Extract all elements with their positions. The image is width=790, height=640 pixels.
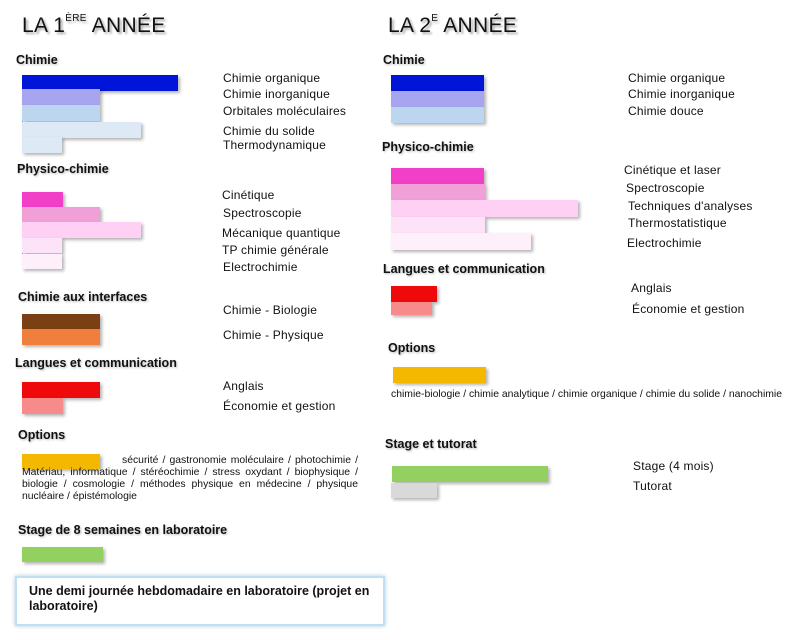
y1-chimie-title: Chimie [16, 53, 58, 67]
y1-physico-item: TP chimie générale [222, 243, 329, 257]
y1-lab-note: Une demi journée hebdomadaire en laborat… [15, 576, 385, 626]
y1-langues-title: Langues et communication [15, 356, 177, 370]
y1-chimie-item: Orbitales moléculaires [223, 104, 347, 118]
year2-title: LA 2E ANNÉE [388, 13, 518, 37]
y1-physico-bar-electro [22, 254, 62, 269]
y2-physico-bar-spectro [391, 184, 485, 200]
y2-physico-item: Cinétique et laser [624, 163, 721, 177]
y1-physico-bar-tp [22, 238, 62, 253]
y1-langues-bar-anglais [22, 382, 100, 398]
y2-langues-item: Économie et gestion [632, 302, 745, 316]
y2-chimie-bar-inorganique [391, 91, 484, 107]
y1-physico-bar-mecanique [22, 222, 141, 238]
y2-options-bar [393, 367, 486, 383]
y2-options-title: Options [388, 341, 436, 355]
y1-physico-item: Cinétique [222, 188, 275, 202]
y1-interfaces-bar-biologie [22, 314, 100, 329]
y1-physico-item: Mécanique quantique [222, 226, 341, 240]
y1-physico-bar-spectro [22, 207, 100, 222]
y2-stage-title: Stage et tutorat [385, 437, 477, 451]
y1-chimie-bar-inorganique [22, 89, 100, 105]
y1-stage-title: Stage de 8 semaines en laboratoire [18, 523, 228, 537]
y1-langues-bar-eco [22, 398, 63, 414]
y1-chimie-item: Thermodynamique [223, 138, 327, 152]
y1-chimie-item: Chimie organique [223, 71, 321, 85]
y2-stage-bar [392, 466, 548, 482]
y1-interfaces-item: Chimie - Physique [223, 328, 324, 342]
y1-langues-item: Anglais [223, 379, 264, 393]
y2-physico-item: Electrochimie [627, 236, 702, 250]
y1-options-title: Options [18, 428, 66, 442]
y2-physico-bar-techniques [391, 200, 578, 217]
y1-chimie-bar-orbitales [22, 105, 100, 121]
year1-title: LA 1ÈRE ANNÉE [22, 13, 166, 37]
y2-chimie-item: Chimie organique [628, 71, 726, 85]
y2-chimie-bar-douce [391, 107, 484, 123]
y2-physico-item: Techniques d'analyses [628, 199, 753, 213]
y1-langues-item: Économie et gestion [223, 399, 336, 413]
y1-physico-title: Physico-chimie [17, 162, 109, 176]
y1-interfaces-item: Chimie - Biologie [223, 303, 318, 317]
y2-chimie-bar-organique [391, 75, 484, 91]
y2-tutorat-bar [391, 483, 437, 498]
y2-chimie-item: Chimie douce [628, 104, 704, 118]
y1-physico-item: Electrochimie [223, 260, 298, 274]
y2-langues-title: Langues et communication [383, 262, 545, 276]
y1-interfaces-title: Chimie aux interfaces [18, 290, 148, 304]
y2-langues-bar-anglais [391, 286, 437, 302]
y2-stage-item: Tutorat [633, 479, 672, 493]
y1-physico-item: Spectroscopie [223, 206, 302, 220]
y2-langues-item: Anglais [631, 281, 672, 295]
y2-langues-bar-eco [391, 302, 432, 315]
y1-options-bar [22, 454, 100, 469]
y2-stage-item: Stage (4 mois) [633, 459, 714, 473]
y2-physico-bar-thermostat [391, 217, 485, 233]
y1-chimie-item: Chimie inorganique [223, 87, 330, 101]
y1-stage-bar [22, 547, 103, 562]
y2-physico-title: Physico-chimie [382, 140, 474, 154]
y1-chimie-item: Chimie du solide [223, 124, 315, 138]
y2-physico-bar-cinetique [391, 168, 484, 184]
y1-options-text: sécurité / gastronomie moléculaire / pho… [22, 455, 358, 502]
y2-chimie-item: Chimie inorganique [628, 87, 735, 101]
y1-physico-bar-cinetique [22, 192, 63, 207]
y1-chimie-bar-solide [22, 122, 141, 138]
y2-physico-item: Thermostatistique [628, 216, 727, 230]
y2-physico-item: Spectroscopie [626, 181, 705, 195]
y2-chimie-title: Chimie [383, 53, 425, 67]
y1-interfaces-bar-physique [22, 329, 100, 345]
y1-chimie-bar-thermo [22, 137, 62, 153]
y2-physico-bar-electro [391, 233, 531, 250]
y1-chimie-bar-organique [22, 75, 178, 91]
y2-options-text: chimie-biologie / chimie analytique / ch… [391, 389, 783, 400]
